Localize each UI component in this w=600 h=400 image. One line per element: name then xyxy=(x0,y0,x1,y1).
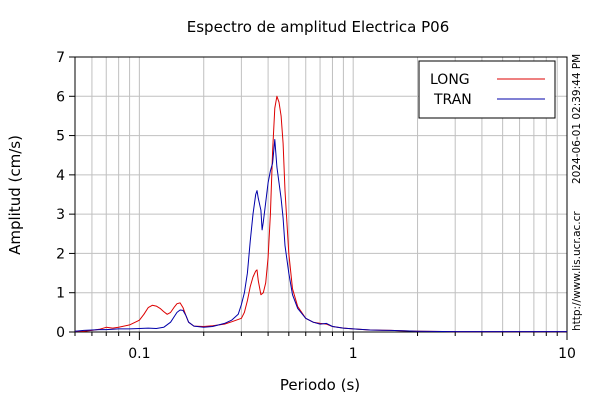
timestamp-text: 2024-06-01 02:39:44 PM xyxy=(571,54,583,184)
x-tick-label: 1 xyxy=(349,346,358,362)
x-tick-label: 0.1 xyxy=(128,346,150,362)
legend-label-long: LONG xyxy=(430,72,470,88)
y-tick-label: 3 xyxy=(56,207,65,223)
source-url-text: http://www.lis.ucr.ac.cr xyxy=(571,211,583,331)
series-lines xyxy=(74,95,567,333)
y-tick-label: 1 xyxy=(56,286,65,302)
x-tick-label: 10 xyxy=(558,346,576,362)
x-axis-title: Periodo (s) xyxy=(280,376,360,394)
y-tick-label: 6 xyxy=(56,89,65,105)
y-tick-label: 7 xyxy=(56,50,65,66)
legend-box xyxy=(418,60,556,119)
series-line-tran xyxy=(74,139,567,333)
legend-label-tran: TRAN xyxy=(433,92,472,108)
y-tick-label: 5 xyxy=(56,129,65,145)
plot-frame xyxy=(74,56,568,333)
y-tick-label: 0 xyxy=(56,325,65,341)
legend: LONG TRAN xyxy=(418,60,556,119)
axis-ticks: 0 1 2 3 4 5 6 7 0.1 1 10 xyxy=(56,50,576,362)
chart-title: Espectro de amplitud Electrica P06 xyxy=(187,18,450,36)
y-tick-label: 2 xyxy=(56,246,65,262)
y-axis-title: Amplitud (cm/s) xyxy=(6,135,24,255)
y-tick-label: 4 xyxy=(56,168,65,184)
